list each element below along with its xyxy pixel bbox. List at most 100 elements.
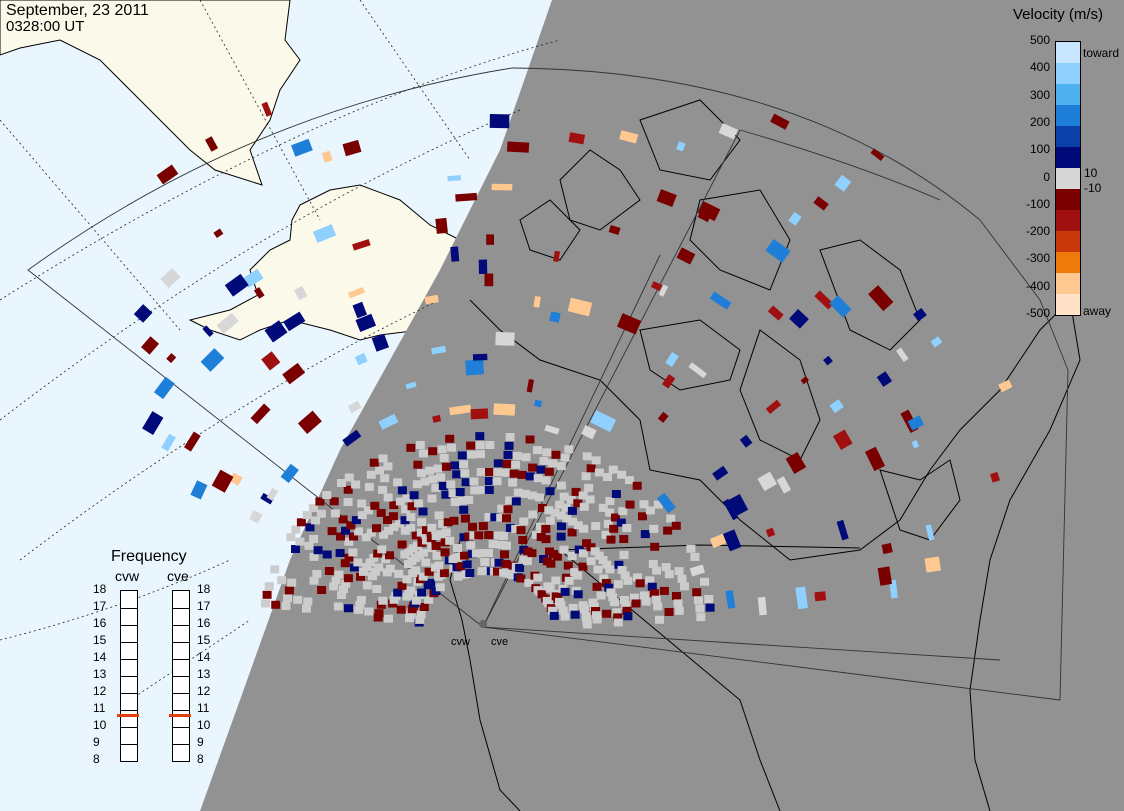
echo-cell [512,451,522,460]
echo-cell [508,571,517,580]
echo-cell [416,469,426,478]
colorbar-swatch [1056,63,1080,85]
echo-cell [638,512,647,521]
echo-cell [578,562,588,571]
colorbar-label-minus10: -10 [1084,181,1102,195]
frequency-tick-label: 18 [197,582,211,596]
echo-cell [369,553,379,562]
echo-cell [450,246,460,262]
echo-cell [621,601,631,610]
frequency-gridline [173,659,189,660]
echo-cell [602,560,612,569]
echo-cell [618,507,628,516]
echo-cell [413,460,423,469]
echo-cell [312,224,337,243]
echo-cell [588,598,598,607]
echo-cell [605,508,614,517]
echo-cell [582,452,592,461]
echo-cell [502,514,511,523]
echo-cell [592,615,602,624]
echo-cell [434,511,444,520]
echo-cell [465,569,475,577]
echo-cell [655,615,664,624]
echo-cell [480,558,490,566]
colorbar-tick-label: 500 [1029,33,1050,47]
echo-cell [417,518,427,527]
echo-cell [497,504,507,513]
echo-cell [373,549,383,558]
echo-cell [327,527,337,536]
frequency-tick-label: 10 [93,718,107,732]
echo-cell [549,611,559,620]
echo-cell [441,462,451,471]
echo-cell [160,267,181,289]
echo-cell [534,493,544,502]
echo-cell [156,164,179,185]
echo-cell [362,581,372,590]
echo-cell [788,211,802,226]
echo-cell [930,336,943,348]
echo-cell [499,532,508,540]
echo-cell [629,593,639,602]
echo-cell [533,296,541,308]
echo-cell [385,551,394,560]
echo-cell [344,604,353,613]
echo-cell [508,478,518,487]
echo-cell [925,524,935,541]
echo-cell [190,480,208,500]
echo-cell [632,481,642,490]
echo-cell [659,586,669,595]
echo-cell [558,606,568,615]
echo-cell [438,482,448,490]
echo-cell [567,297,593,317]
echo-cell [611,490,621,498]
echo-cell [344,537,354,546]
echo-cell [475,432,485,441]
echo-cell [538,504,547,512]
echo-cell [378,596,388,605]
echo-cell [308,504,318,513]
echo-cell [309,576,319,585]
echo-cell [431,532,441,540]
echo-cell [380,474,390,483]
echo-cell [313,546,323,555]
echo-cell [544,599,554,608]
echo-cell [369,458,379,467]
frequency-gridline [121,744,137,745]
echo-cell [536,522,545,531]
echo-cell [692,588,702,597]
echo-cell [466,541,476,550]
echo-cell [789,308,809,329]
echo-cell [348,548,358,557]
echo-cell [528,463,538,472]
echo-cell [613,618,623,627]
echo-cell [435,217,448,234]
echo-cell [432,551,442,560]
frequency-gridline [121,625,137,626]
echo-cell [567,528,577,537]
echo-cell [528,510,538,519]
echo-cell [395,497,405,506]
echo-cell [435,583,445,592]
echo-cell [547,606,557,615]
echo-cell [469,531,479,540]
echo-cell [800,376,810,385]
echo-cell [718,123,738,140]
frequency-tick-label: 10 [197,718,211,732]
echo-cell [426,534,436,543]
echo-cell [353,558,363,567]
echo-cell [377,545,387,554]
echo-cell [491,183,513,191]
echo-cell [348,287,366,299]
echo-cell [433,464,443,473]
echo-cell [437,445,447,454]
echo-cell [562,514,572,523]
echo-cell [541,535,551,544]
echo-cell [608,224,621,235]
echo-cell [411,596,421,605]
echo-cell [556,481,566,490]
echo-cell [296,518,306,527]
echo-cell [355,313,377,332]
echo-cell [694,596,703,605]
echo-cell [322,550,332,559]
